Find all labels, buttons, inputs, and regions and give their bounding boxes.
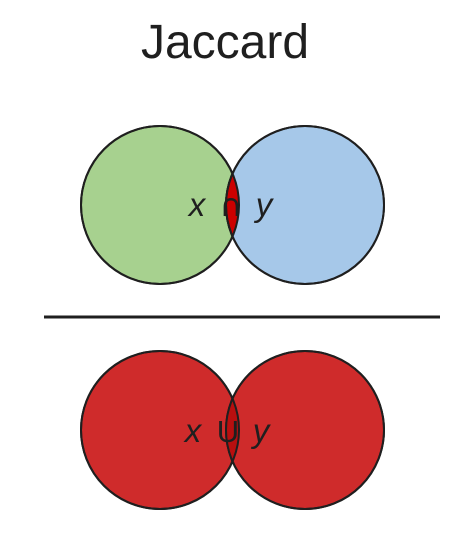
circle-x-top-outline xyxy=(80,125,240,285)
union-label-x: x xyxy=(183,412,203,449)
union-venn: x U y xyxy=(80,350,385,510)
diagram-title: Jaccard xyxy=(141,16,309,69)
intersection-operator: ∩ xyxy=(220,188,243,224)
intersection-label-x: x xyxy=(187,186,207,223)
intersection-label-y: y xyxy=(254,186,275,223)
intersection-venn: x ∩ y xyxy=(80,125,385,285)
circle-y-bottom-outline xyxy=(225,350,385,510)
union-label-y: y xyxy=(251,412,272,449)
circle-x-bottom-outline xyxy=(80,350,240,510)
circle-y-top-outline xyxy=(225,125,385,285)
union-operator: U xyxy=(217,414,239,449)
